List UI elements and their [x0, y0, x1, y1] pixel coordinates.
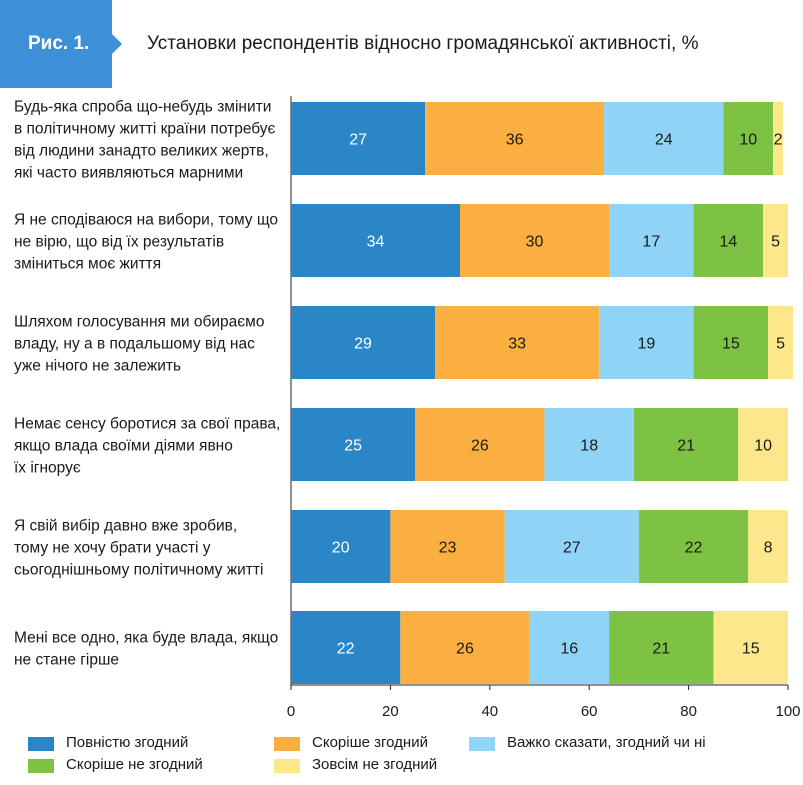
bar-value-label: 34 [367, 234, 385, 251]
bar-segment [390, 510, 505, 583]
bar-segment [504, 510, 639, 583]
bar-value-label: 10 [754, 438, 772, 455]
bar-segment [435, 306, 600, 379]
bar-value-label: 17 [642, 234, 660, 251]
bar-segment [425, 102, 605, 175]
category-label: Будь-яка спроба що-небудь змінити [14, 99, 271, 116]
bar-value-label: 23 [439, 540, 457, 557]
bar-segment [638, 510, 749, 583]
category-label: їх ігнорує [13, 460, 81, 477]
x-tick-label: 40 [481, 703, 498, 720]
category-label: сьогоднішньому політичному житті [14, 562, 263, 579]
bar-segment [633, 408, 739, 481]
bar-segment [291, 408, 416, 481]
bar-segment [609, 611, 714, 684]
category-label: Я свій вибір давно вже зробив, [14, 518, 237, 535]
bar-value-label: 8 [764, 540, 773, 557]
bar-segment [693, 204, 764, 277]
x-tick-label: 100 [775, 703, 800, 720]
category-label: які часто виявляються марними [14, 165, 243, 182]
bar-segment [544, 408, 634, 481]
bar-segment [773, 102, 784, 175]
category-label: Шляхом голосування ми обираємо [14, 314, 264, 331]
bar-segment [291, 510, 391, 583]
category-label: не вірю, що від їх результатів [14, 234, 224, 251]
bar-value-label: 29 [354, 336, 372, 353]
bar-value-label: 19 [637, 336, 655, 353]
category-label: в політичному житті країни потребує [14, 121, 276, 138]
bar-value-label: 27 [349, 132, 367, 149]
category-label: від людини занадто великих жертв, [14, 143, 269, 160]
bar-value-label: 25 [344, 438, 362, 455]
category-label: не стане гірше [14, 652, 119, 669]
bar-segment [609, 204, 694, 277]
bar-segment [291, 306, 436, 379]
bar-segment [763, 204, 788, 277]
bar-segment [693, 306, 769, 379]
bar-value-label: 2 [774, 132, 783, 149]
category-label: Немає сенсу боротися за свої права, [14, 416, 280, 433]
bar-value-label: 22 [685, 540, 703, 557]
bar-value-label: 15 [722, 336, 740, 353]
bar-segment [291, 204, 460, 277]
bar-segment [713, 611, 788, 684]
bar-value-label: 36 [506, 132, 524, 149]
bar-value-label: 18 [580, 438, 598, 455]
category-label: владу, ну а в подальшому від нас [14, 336, 255, 353]
bar-value-label: 5 [771, 234, 780, 251]
bar-segment [748, 510, 788, 583]
category-label: зміниться моє життя [14, 256, 161, 273]
bar-segment [599, 306, 694, 379]
bar-segment [529, 611, 610, 684]
figure-number-label: Рис. 1. [28, 33, 90, 54]
x-tick-label: 80 [680, 703, 697, 720]
x-tick-label: 20 [382, 703, 399, 720]
bar-value-label: 5 [776, 336, 785, 353]
bar-value-label: 21 [677, 438, 695, 455]
category-label: уже нічого не залежить [14, 358, 181, 375]
bar-value-label: 30 [526, 234, 544, 251]
bar-segment [738, 408, 788, 481]
bar-value-label: 26 [456, 641, 474, 658]
bar-segment [291, 102, 426, 175]
bar-segment [768, 306, 793, 379]
bar-segment [604, 102, 724, 175]
bar-segment [415, 408, 545, 481]
bar-value-label: 20 [332, 540, 350, 557]
figure-header: Рис. 1. Установки респондентів відносно … [0, 0, 803, 88]
bar-value-label: 21 [652, 641, 670, 658]
bar-value-label: 26 [471, 438, 489, 455]
bar-segment [459, 204, 610, 277]
category-label: Я не сподіваюся на вибори, тому що [14, 212, 278, 229]
category-label: Мені все одно, яка буде влада, якщо [14, 630, 278, 647]
x-tick-label: 0 [287, 703, 295, 720]
x-tick-label: 60 [581, 703, 598, 720]
bar-value-label: 15 [742, 641, 760, 658]
bar-value-label: 10 [739, 132, 757, 149]
category-label: якщо влада своїми діями явно [14, 438, 233, 455]
chart-title: Установки респондентів відносно громадян… [147, 33, 699, 54]
figure-number-badge [0, 0, 122, 88]
bar-segment [723, 102, 774, 175]
bar-value-label: 16 [560, 641, 578, 658]
bar-value-label: 14 [719, 234, 737, 251]
bar-segment [400, 611, 530, 684]
category-label: тому не хочу брати участі у [14, 540, 211, 557]
bar-value-label: 22 [337, 641, 355, 658]
bar-value-label: 24 [655, 132, 673, 149]
bar-value-label: 33 [508, 336, 526, 353]
bar-segment [291, 611, 401, 684]
bar-value-label: 27 [563, 540, 581, 557]
